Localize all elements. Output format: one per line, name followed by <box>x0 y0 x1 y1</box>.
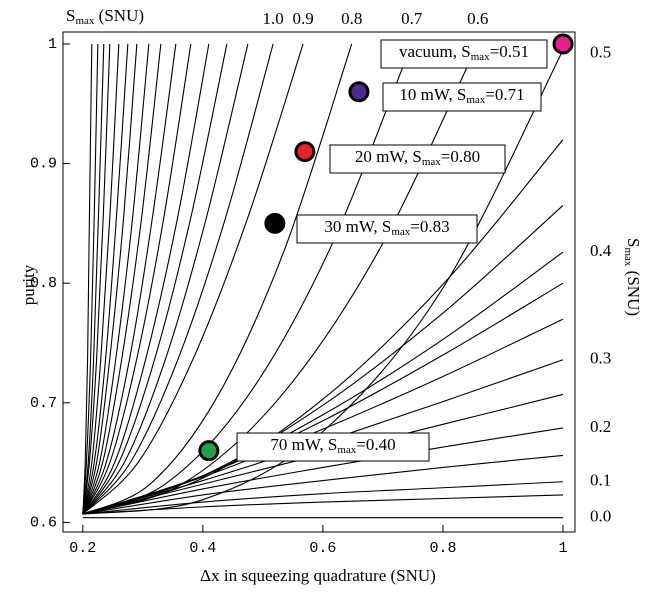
data-point <box>294 141 316 163</box>
annotation-text: 70 mW, S <box>270 435 337 454</box>
x-tick-label: 0.8 <box>429 540 456 557</box>
x-tick-label: 0.2 <box>69 540 96 557</box>
contour-line <box>82 43 162 515</box>
contour-line <box>82 43 353 515</box>
annotation-sub: max <box>422 156 441 168</box>
x-tick-label: 1 <box>558 540 567 557</box>
annotation: 20 mW, Smax=0.80 <box>355 147 480 168</box>
data-point <box>264 212 286 234</box>
annotation-text: =0.51 <box>490 42 529 61</box>
contour-line <box>82 454 564 515</box>
y-axis-label: purity <box>19 264 38 305</box>
annotation: vacuum, Smax=0.51 <box>399 42 529 63</box>
y-tick-label: 0.8 <box>30 275 57 292</box>
annotation-sub: max <box>337 444 356 456</box>
annotation-box <box>236 432 430 462</box>
top-tick-label: 0.7 <box>401 9 423 28</box>
x-axis-label: Δx in squeezing quadrature (SNU) <box>200 566 436 585</box>
right-tick-label: 0.4 <box>590 241 612 260</box>
top-tick-label: 0.6 <box>467 9 488 28</box>
annotation-text: =0.80 <box>441 147 480 166</box>
top-tick-label: 0.9 <box>292 9 313 28</box>
contour-line <box>82 43 150 515</box>
x-tick-label: 0.4 <box>189 540 216 557</box>
contour-line <box>82 318 564 515</box>
top-axis-label: Smax (SNU) <box>66 6 144 27</box>
annotation-text: vacuum, S <box>399 42 471 61</box>
contour-line <box>82 43 99 515</box>
contour-line <box>82 43 138 515</box>
contour-line <box>82 43 192 515</box>
y-tick-label: 0.7 <box>30 395 57 412</box>
right-axis-label: Smax (SNU) <box>622 238 643 316</box>
y-tick-label: 0.9 <box>30 156 57 173</box>
contour-line <box>82 494 564 515</box>
annotation-sub: max <box>391 226 410 238</box>
annotation-sub: max <box>466 94 485 106</box>
right-tick-label: 0.3 <box>590 349 611 368</box>
data-point <box>348 81 370 103</box>
contour-line <box>82 43 304 515</box>
annotation: 10 mW, Smax=0.71 <box>399 85 524 106</box>
data-point <box>552 33 574 55</box>
annotation-text: 30 mW, S <box>324 217 391 236</box>
right-tick-label: 0.0 <box>590 507 611 526</box>
annotation-text: =0.83 <box>410 217 449 236</box>
contour-line <box>82 49 564 515</box>
contour-line <box>82 43 249 515</box>
data-point <box>198 440 220 462</box>
contour-line <box>82 43 111 515</box>
annotation-text: 10 mW, S <box>399 85 466 104</box>
y-tick-label: 1 <box>48 36 57 53</box>
contour-line <box>82 43 93 515</box>
contour-line <box>82 43 129 515</box>
x-tick-label: 0.6 <box>309 540 336 557</box>
y-tick-label: 0.6 <box>30 514 57 531</box>
right-tick-label: 0.2 <box>590 417 611 436</box>
contour-line <box>82 427 564 515</box>
annotation: 30 mW, Smax=0.83 <box>324 217 449 238</box>
annotation-box <box>380 39 548 69</box>
annotation-text: 20 mW, S <box>355 147 422 166</box>
contour-line <box>82 139 564 515</box>
annotation-sub: max <box>471 51 490 63</box>
contour-line <box>82 43 177 515</box>
contour-line <box>82 43 210 515</box>
contour-line <box>82 43 228 515</box>
contour-line <box>82 43 120 515</box>
annotation: 70 mW, Smax=0.40 <box>270 435 395 456</box>
contour-line <box>82 251 564 515</box>
annotation-text: =0.71 <box>485 85 524 104</box>
annotation-text: =0.40 <box>356 435 395 454</box>
top-tick-label: 0.8 <box>341 9 362 28</box>
top-tick-label: 1.0 <box>262 9 283 28</box>
contour-line <box>82 481 564 515</box>
contour-line <box>82 43 105 515</box>
contour-line <box>82 43 274 515</box>
plot-frame <box>62 31 576 533</box>
annotation-box <box>329 144 506 174</box>
right-tick-label: 0.5 <box>590 42 611 61</box>
right-tick-label: 0.1 <box>590 471 611 490</box>
annotation-box <box>296 214 478 244</box>
annotation-box <box>382 82 542 112</box>
contour-line <box>82 205 564 515</box>
